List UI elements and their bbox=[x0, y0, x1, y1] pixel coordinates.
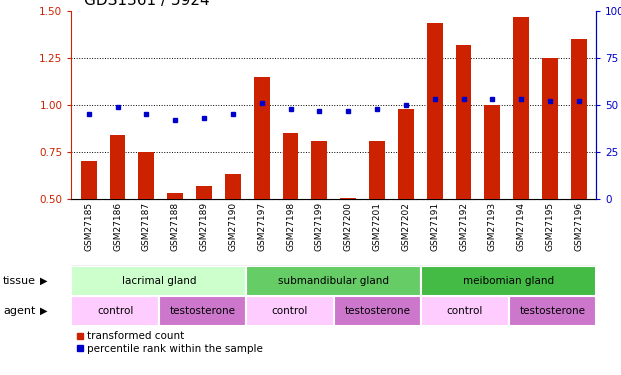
Text: lacrimal gland: lacrimal gland bbox=[122, 276, 196, 286]
Text: GSM27191: GSM27191 bbox=[430, 202, 439, 251]
Text: GSM27190: GSM27190 bbox=[229, 202, 237, 251]
Text: control: control bbox=[272, 306, 308, 316]
Bar bbox=[81, 161, 97, 199]
Bar bbox=[340, 198, 356, 199]
Bar bbox=[254, 77, 270, 199]
Legend: transformed count, percentile rank within the sample: transformed count, percentile rank withi… bbox=[76, 332, 263, 354]
Bar bbox=[138, 152, 154, 199]
Bar bbox=[312, 141, 327, 199]
Text: GSM27189: GSM27189 bbox=[199, 202, 209, 251]
Bar bbox=[484, 105, 501, 199]
Text: GSM27196: GSM27196 bbox=[574, 202, 583, 251]
Bar bbox=[421, 296, 509, 326]
Bar bbox=[427, 22, 443, 199]
Text: GSM27199: GSM27199 bbox=[315, 202, 324, 251]
Text: GDS1361 / 5924: GDS1361 / 5924 bbox=[84, 0, 209, 8]
Bar bbox=[509, 296, 596, 326]
Text: testosterone: testosterone bbox=[170, 306, 235, 316]
Text: GSM27187: GSM27187 bbox=[142, 202, 151, 251]
Bar bbox=[225, 174, 241, 199]
Bar bbox=[334, 296, 421, 326]
Text: testosterone: testosterone bbox=[345, 306, 410, 316]
Bar bbox=[247, 266, 421, 296]
Bar bbox=[196, 186, 212, 199]
Text: GSM27188: GSM27188 bbox=[171, 202, 179, 251]
Bar bbox=[571, 39, 587, 199]
Bar bbox=[514, 17, 529, 199]
Text: GSM27192: GSM27192 bbox=[459, 202, 468, 251]
Text: meibomian gland: meibomian gland bbox=[463, 276, 555, 286]
Bar bbox=[398, 109, 414, 199]
Bar bbox=[369, 141, 385, 199]
Text: GSM27186: GSM27186 bbox=[113, 202, 122, 251]
Text: GSM27201: GSM27201 bbox=[373, 202, 381, 251]
Text: control: control bbox=[446, 306, 483, 316]
Bar bbox=[283, 133, 299, 199]
Text: submandibular gland: submandibular gland bbox=[278, 276, 389, 286]
Text: GSM27185: GSM27185 bbox=[84, 202, 93, 251]
Bar bbox=[247, 296, 334, 326]
Bar bbox=[159, 296, 247, 326]
Text: GSM27198: GSM27198 bbox=[286, 202, 295, 251]
Text: GSM27193: GSM27193 bbox=[488, 202, 497, 251]
Text: control: control bbox=[97, 306, 134, 316]
Bar bbox=[110, 135, 125, 199]
Text: tissue: tissue bbox=[3, 276, 36, 286]
Bar bbox=[542, 58, 558, 199]
Text: GSM27200: GSM27200 bbox=[343, 202, 353, 251]
Text: ▶: ▶ bbox=[40, 306, 48, 316]
Bar bbox=[167, 193, 183, 199]
Text: testosterone: testosterone bbox=[519, 306, 586, 316]
Bar bbox=[71, 296, 159, 326]
Text: agent: agent bbox=[3, 306, 35, 316]
Text: ▶: ▶ bbox=[40, 276, 48, 286]
Bar bbox=[71, 266, 247, 296]
Text: GSM27194: GSM27194 bbox=[517, 202, 526, 251]
Text: GSM27202: GSM27202 bbox=[401, 202, 410, 251]
Bar bbox=[421, 266, 596, 296]
Text: GSM27195: GSM27195 bbox=[545, 202, 555, 251]
Bar bbox=[456, 45, 471, 199]
Text: GSM27197: GSM27197 bbox=[257, 202, 266, 251]
